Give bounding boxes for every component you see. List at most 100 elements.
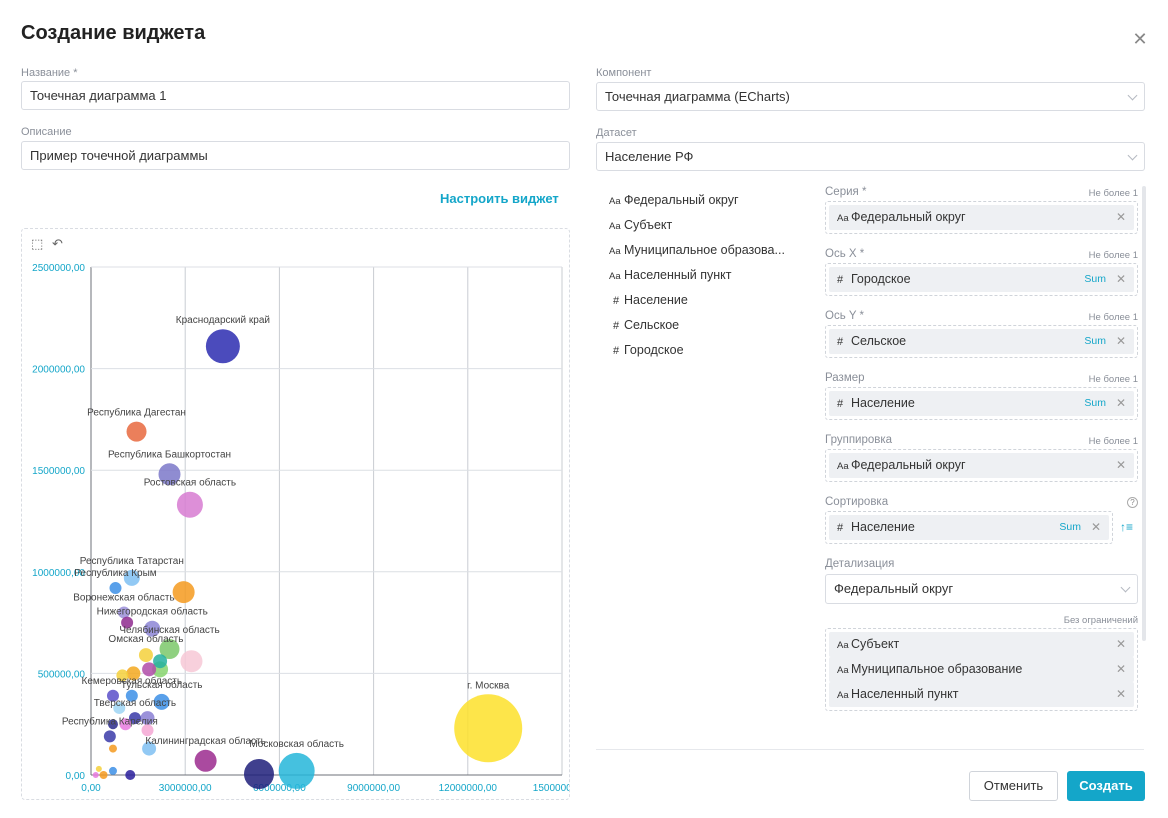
x-tick-label: 0,00 <box>81 783 101 794</box>
scatter-point <box>125 770 136 780</box>
sort-direction-icon[interactable]: ↑≡ <box>1120 520 1134 534</box>
series-dropzone[interactable]: Aa Федеральный округ ✕ <box>825 201 1138 234</box>
series-chip[interactable]: Aa Федеральный округ ✕ <box>829 205 1134 230</box>
number-type-icon: # <box>612 320 620 332</box>
remove-icon[interactable]: ✕ <box>1115 687 1126 701</box>
text-type-icon: Aa <box>609 246 621 257</box>
aggregation-button[interactable]: Sum <box>1084 335 1106 347</box>
chevron-down-icon <box>1120 582 1131 593</box>
scatter-point <box>126 666 141 681</box>
chip-label: Городское <box>851 272 911 286</box>
grouping-chip[interactable]: Aa Федеральный округ ✕ <box>829 453 1134 478</box>
remove-icon[interactable]: ✕ <box>1115 396 1126 410</box>
name-label: Название * <box>21 67 78 79</box>
field-label: Сельское <box>624 318 680 332</box>
aggregation-button[interactable]: Sum <box>1084 273 1106 285</box>
sorting-label: Сортировка <box>825 496 889 508</box>
y-axis-limit-note: Не более 1 <box>1088 312 1138 323</box>
remove-icon[interactable]: ✕ <box>1115 272 1126 286</box>
remove-icon[interactable]: ✕ <box>1115 637 1126 651</box>
sorting-dropzone[interactable]: # Население Sum ✕ <box>825 511 1113 544</box>
scatter-point <box>108 766 117 775</box>
component-select-value: Точечная диаграмма (ECharts) <box>605 89 790 104</box>
y-tick-label: 500000,00 <box>38 669 86 680</box>
scatter-point <box>126 421 147 442</box>
point-label: Республика Карелия <box>62 715 158 727</box>
point-label: Кемеровская область <box>82 675 183 687</box>
detail-chip[interactable]: Aa Населенный пункт ✕ <box>829 682 1134 707</box>
chip-label: Субъект <box>851 637 900 651</box>
description-input[interactable]: Пример точечной диаграммы <box>21 141 570 170</box>
x-axis-label: Ось X * <box>825 248 865 260</box>
description-label: Описание <box>21 126 72 138</box>
field-label: Население <box>624 293 688 307</box>
scatter-point <box>140 711 155 726</box>
scatter-point <box>172 581 195 604</box>
scatter-point <box>138 648 153 663</box>
size-dropzone[interactable]: # Население Sum ✕ <box>825 387 1138 420</box>
chevron-down-icon <box>1127 150 1138 161</box>
detail-chip[interactable]: Aa Муниципальное образование ✕ <box>829 657 1134 682</box>
x-axis-chip[interactable]: # Городское Sum ✕ <box>829 267 1134 292</box>
detail-chip[interactable]: Aa Субъект ✕ <box>829 632 1134 657</box>
x-axis-dropzone[interactable]: # Городское Sum ✕ <box>825 263 1138 296</box>
scatter-point <box>92 772 99 778</box>
close-icon[interactable]: ✕ <box>1132 29 1148 49</box>
scatter-point <box>278 752 315 789</box>
field-item-federal-district[interactable]: Aa Федеральный округ <box>609 190 785 215</box>
size-chip[interactable]: # Население Sum ✕ <box>829 391 1134 416</box>
remove-icon[interactable]: ✕ <box>1115 662 1126 676</box>
point-label: Краснодарский край <box>176 315 270 326</box>
zoom-reset-icon[interactable]: ↶ <box>52 236 63 251</box>
field-item-settlement[interactable]: Aa Населенный пункт <box>609 265 785 290</box>
field-item-population[interactable]: # Население <box>609 290 785 315</box>
y-axis-dropzone[interactable]: # Сельское Sum ✕ <box>825 325 1138 358</box>
point-label: Тверская область <box>94 697 176 709</box>
chip-label: Муниципальное образование <box>851 662 1023 676</box>
remove-icon[interactable]: ✕ <box>1115 458 1126 472</box>
point-label: Челябинская область <box>119 624 219 636</box>
x-axis-limit-note: Не более 1 <box>1088 250 1138 261</box>
y-axis-chip[interactable]: # Сельское Sum ✕ <box>829 329 1134 354</box>
zoom-select-icon[interactable]: ⬚ <box>31 236 44 251</box>
field-label: Городское <box>624 343 684 357</box>
scatter-point <box>153 693 170 710</box>
number-type-icon: # <box>837 336 844 348</box>
scatter-point <box>121 616 134 629</box>
detail-dropzone[interactable]: Aa Субъект ✕ Aa Муниципальное образование ✕ … <box>825 628 1138 711</box>
field-item-municipality[interactable]: Aa Муниципальное образова... <box>609 240 785 265</box>
cancel-button[interactable]: Отменить <box>969 771 1058 801</box>
scatter-chart: 0,00 3000000,00 6000000,00 9000000,00 120000… <box>32 263 569 794</box>
number-type-icon: # <box>837 274 844 286</box>
sorting-chip[interactable]: # Население Sum ✕ <box>829 515 1109 540</box>
setup-widget-link[interactable]: Настроить виджет <box>440 191 559 206</box>
scatter-point <box>109 582 122 595</box>
chip-label: Население <box>851 396 915 410</box>
field-item-urban[interactable]: # Городское <box>609 340 785 365</box>
y-tick-label: 1500000,00 <box>32 466 85 477</box>
remove-icon[interactable]: ✕ <box>1090 520 1101 534</box>
aggregation-button[interactable]: Sum <box>1084 397 1106 409</box>
text-type-icon: Aa <box>837 665 849 676</box>
series-limit-note: Не более 1 <box>1088 188 1138 199</box>
field-item-subject[interactable]: Aa Субъект <box>609 215 785 240</box>
scatter-point <box>142 741 157 756</box>
aggregation-button[interactable]: Sum <box>1059 521 1081 533</box>
component-select[interactable]: Точечная диаграмма (ECharts) <box>596 82 1145 111</box>
create-button[interactable]: Создать <box>1067 771 1145 801</box>
chip-label: Население <box>851 520 915 534</box>
name-input[interactable]: Точечная диаграмма 1 <box>21 81 570 110</box>
dataset-select[interactable]: Население РФ <box>596 142 1145 171</box>
point-label: Воронежская область <box>73 591 174 603</box>
scatter-point <box>107 719 118 730</box>
remove-icon[interactable]: ✕ <box>1115 334 1126 348</box>
detail-select[interactable]: Федеральный округ <box>825 574 1138 604</box>
grouping-dropzone[interactable]: Aa Федеральный округ ✕ <box>825 449 1138 482</box>
field-item-rural[interactable]: # Сельское <box>609 315 785 340</box>
config-scrollbar[interactable] <box>1142 186 1146 641</box>
scatter-point <box>103 730 116 743</box>
chip-label: Сельское <box>851 334 907 348</box>
help-icon[interactable]: ? <box>1127 497 1138 508</box>
point-label: Ростовская область <box>144 477 236 489</box>
remove-icon[interactable]: ✕ <box>1115 210 1126 224</box>
